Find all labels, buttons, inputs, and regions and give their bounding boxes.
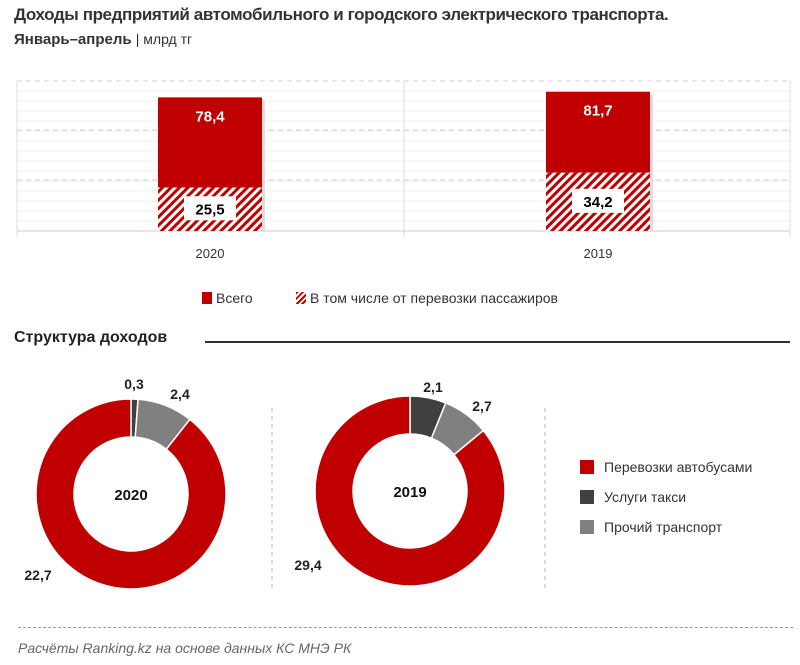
- legend-swatch: [580, 520, 594, 534]
- slice-label: 29,4: [294, 557, 321, 573]
- legend-label: Перевозки автобусами: [604, 459, 753, 475]
- legend-label: В том числе от перевозки пассажиров: [310, 290, 558, 306]
- data-label: 25,5: [195, 201, 224, 218]
- legend-label: Услуги такси: [604, 489, 687, 505]
- legend-item-total: Всего: [202, 290, 253, 306]
- pie-legend-item: Перевозки автобусами: [580, 459, 752, 475]
- pie-slice: [35, 398, 227, 590]
- donut-center-label: 2019: [393, 484, 426, 501]
- unit-label: | млрд тг: [135, 31, 193, 47]
- section-title: Структура доходов: [14, 329, 168, 346]
- data-label: 34,2: [583, 194, 612, 211]
- bar-total: [158, 97, 262, 188]
- legend-swatch: [580, 490, 594, 504]
- bar-total: [546, 91, 650, 173]
- chart-subtitle: Январь–апрель | млрд тг: [14, 31, 192, 48]
- data-label-bg: [572, 188, 624, 213]
- footer-divider: [18, 627, 793, 628]
- legend-item-passengers: В том числе от перевозки пассажиров: [296, 290, 558, 306]
- section-divider: [205, 341, 790, 343]
- legend-label: Прочий транспорт: [604, 519, 723, 535]
- source-note: Расчёты Ranking.kz на основе данных КС М…: [18, 640, 352, 656]
- data-label-bg: [184, 196, 236, 221]
- pie-slice: [314, 395, 506, 587]
- x-tick-label: 2020: [196, 246, 225, 261]
- data-label: 81,7: [583, 103, 612, 120]
- donut-center-label: 2020: [114, 487, 147, 504]
- x-tick-label: 2019: [584, 246, 613, 261]
- chart-title: Доходы предприятий автомобильного и горо…: [14, 5, 669, 24]
- slice-label: 22,7: [24, 567, 51, 583]
- pie-legend-item: Прочий транспорт: [580, 519, 722, 535]
- data-label: 78,4: [195, 108, 225, 125]
- period-label: Январь–апрель: [14, 31, 132, 48]
- legend-swatch: [202, 292, 212, 304]
- pie-legend-item: Услуги такси: [580, 489, 686, 505]
- slice-label: 2,7: [472, 398, 492, 414]
- legend-swatch-hatched: [296, 292, 306, 304]
- legend-swatch: [580, 460, 594, 474]
- legend-label: Всего: [216, 290, 253, 306]
- slice-label: 2,1: [423, 379, 443, 395]
- slice-label: 2,4: [170, 386, 190, 402]
- slice-label: 0,3: [124, 376, 144, 392]
